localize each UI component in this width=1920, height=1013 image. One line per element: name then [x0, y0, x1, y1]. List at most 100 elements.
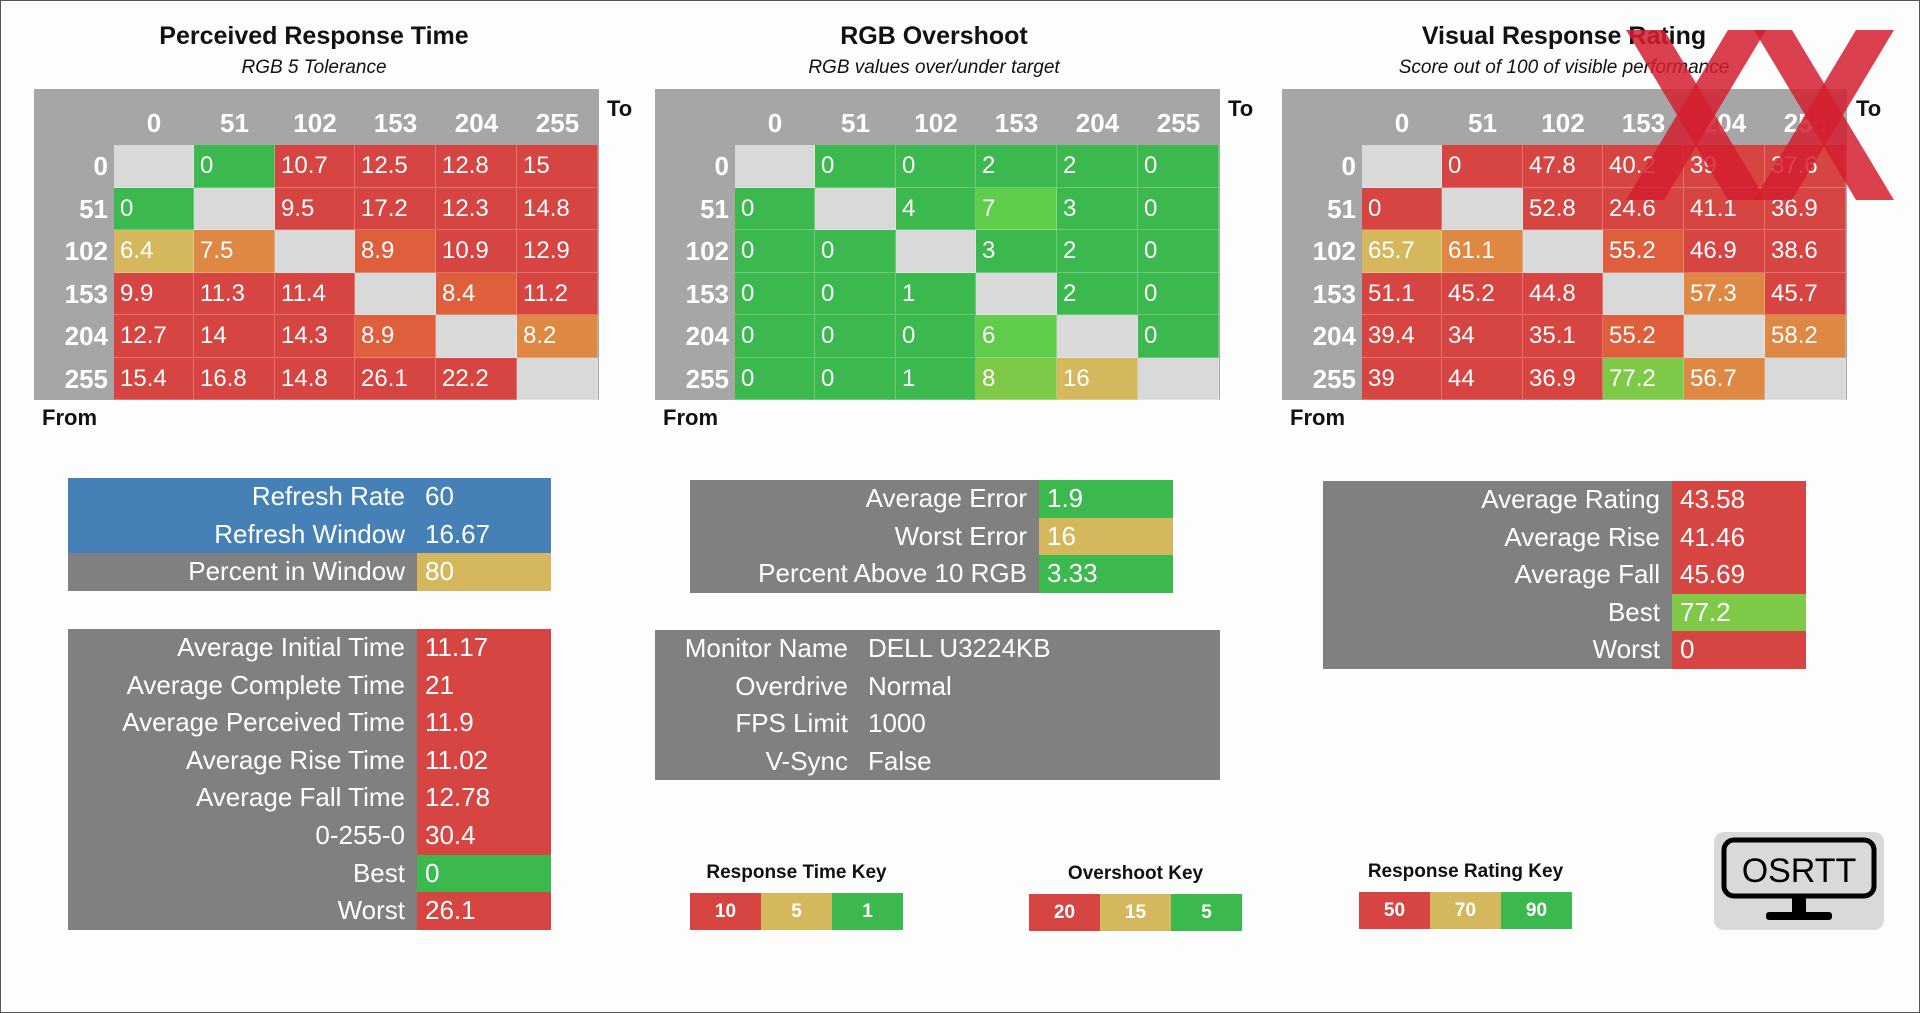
heatmap-cell: 9.9: [114, 272, 194, 315]
heatmap-cell: 36.9: [1523, 357, 1603, 400]
heatmap-cell: 15: [517, 145, 598, 188]
row-header: 204: [64, 321, 108, 351]
column-header: 153: [994, 108, 1039, 138]
heatmap-cell: 39.4: [1362, 315, 1442, 358]
heatmap-cell: 44.8: [1523, 272, 1603, 315]
stat-label: Refresh Rate: [68, 478, 417, 516]
heatmap-cell: 51.1: [1362, 272, 1442, 315]
stat-value: 41.46: [1672, 518, 1806, 557]
overshoot-key-title: Overshoot Key: [1067, 863, 1204, 884]
heatmap-cell: 39: [1362, 357, 1442, 400]
heatmap-cell: 38.6: [1765, 230, 1846, 273]
heatmap-cell: 0: [815, 145, 896, 188]
monitor-icon: OSRTT: [1721, 837, 1877, 920]
heatmap-cell: 8.9: [355, 315, 436, 358]
heatmap-cell: 12.8: [436, 145, 517, 188]
heatmap-cell: 58.2: [1765, 315, 1846, 358]
column-header: 255: [535, 108, 580, 138]
heatmap-cell: 15.4: [114, 357, 194, 400]
heatmap-cell: 0: [1138, 187, 1219, 230]
diagonal-cell: [436, 315, 517, 358]
heatmap-cell: 56.7: [1684, 357, 1765, 400]
heatmap-cell: 3: [1057, 187, 1138, 230]
heatmap-1-to-label: To: [607, 96, 633, 121]
heatmap-cell: 0: [735, 357, 815, 400]
stat-row: Refresh Window 16.67: [68, 515, 551, 554]
key-swatch: 1: [832, 893, 903, 930]
heatmap-cell: 8.9: [355, 230, 436, 273]
stat-row: FPS Limit 1000: [655, 705, 1220, 743]
heatmap-cell: 2: [1057, 145, 1138, 188]
monitor-info-table: Monitor Name DELL U3224KB Overdrive Normal F…: [655, 630, 1220, 781]
stat-value: False: [860, 742, 1220, 781]
heatmap-1-title: Perceived Response Time: [159, 22, 469, 50]
row-header: 255: [685, 363, 729, 394]
heatmap-cell: 45.2: [1442, 272, 1523, 315]
double-x-watermark-icon: [1626, 20, 1896, 210]
response-stats-table: Average Initial Time 11.17 Average Complet…: [68, 629, 551, 930]
heatmap-cell: 4: [896, 187, 976, 230]
stat-value: 12.78: [417, 779, 551, 817]
row-header: 102: [1312, 236, 1356, 266]
stat-row: Best 0: [68, 854, 551, 893]
stat-value: 11.17: [417, 629, 551, 667]
heatmap-cell: 22.2: [436, 357, 517, 400]
heatmap-2-to-label: To: [1228, 96, 1254, 121]
heatmap-cell: 55.2: [1603, 315, 1684, 358]
stat-row: Average Perceived Time 11.9: [68, 704, 551, 742]
diagonal-cell: [1057, 315, 1138, 358]
stat-label: Best: [1323, 593, 1672, 632]
stat-value: Normal: [860, 667, 1220, 706]
diagonal-cell: [976, 272, 1057, 315]
row-header: 51: [79, 193, 108, 224]
stat-value: 11.02: [417, 741, 551, 780]
stat-row: Worst 26.1: [68, 892, 551, 930]
stat-row: Average Error 1.9: [690, 480, 1173, 518]
heatmap-cell: 12.5: [355, 145, 436, 188]
stat-row: Percent Above 10 RGB 3.33: [690, 555, 1173, 593]
refresh-table: Refresh Rate 60 Refresh Window 16.67 Percent…: [68, 478, 551, 591]
diagonal-cell: [1765, 357, 1846, 400]
heatmap-cell: 0: [896, 145, 976, 188]
diagonal-cell: [735, 145, 815, 188]
row-header: 153: [1312, 278, 1356, 309]
stat-row: Average Initial Time 11.17: [68, 629, 551, 667]
response-time-key-title: Response Time Key: [706, 862, 887, 883]
stat-label: Best: [68, 854, 417, 893]
stat-label: Worst: [1323, 631, 1672, 669]
stat-label: Refresh Window: [68, 515, 417, 554]
diagonal-cell: [896, 230, 976, 273]
stat-label: Percent in Window: [68, 553, 417, 591]
stat-value: DELL U3224KB: [860, 630, 1220, 668]
perceived-response-time-heatmap: 0 51 102 153 204 255 0 0 10.7 12.5 12.8 15 51 0 9.5 17.…: [34, 89, 599, 400]
stat-label: Average Rating: [1323, 481, 1672, 519]
heatmap-3-from-label: From: [1290, 405, 1345, 430]
stat-label: Percent Above 10 RGB: [690, 555, 1039, 593]
heatmap-cell: 0: [735, 315, 815, 358]
heatmap-cell: 0: [1442, 145, 1523, 188]
row-header: 102: [64, 236, 108, 266]
row-header: 153: [64, 278, 108, 309]
heatmap-cell: 44: [1442, 357, 1523, 400]
heatmap-cell: 2: [1057, 230, 1138, 273]
heatmap-cell: 1: [896, 272, 976, 315]
heatmap-cell: 14.3: [275, 315, 355, 358]
heatmap-cell: 8.4: [436, 272, 517, 315]
heatmap-cell: 2: [1057, 272, 1138, 315]
column-header: 153: [1621, 108, 1666, 138]
heatmap-cell: 0: [815, 230, 896, 273]
diagonal-cell: [517, 357, 598, 400]
stat-label: FPS Limit: [655, 705, 860, 743]
stat-row: Average Rise Time 11.02: [68, 741, 551, 780]
heatmap-cell: 12.9: [517, 230, 598, 273]
stat-value: 60: [417, 478, 551, 516]
heatmap-cell: 0: [1362, 187, 1442, 230]
column-header: 102: [293, 108, 337, 138]
response-rating-key-title: Response Rating Key: [1367, 861, 1564, 882]
row-header: 0: [714, 151, 729, 181]
overshoot-key: 20 15 5: [1029, 894, 1242, 931]
column-header: 204: [454, 108, 499, 138]
row-header: 0: [93, 151, 108, 181]
stat-value: 1000: [860, 705, 1220, 743]
column-header: 102: [914, 108, 958, 138]
